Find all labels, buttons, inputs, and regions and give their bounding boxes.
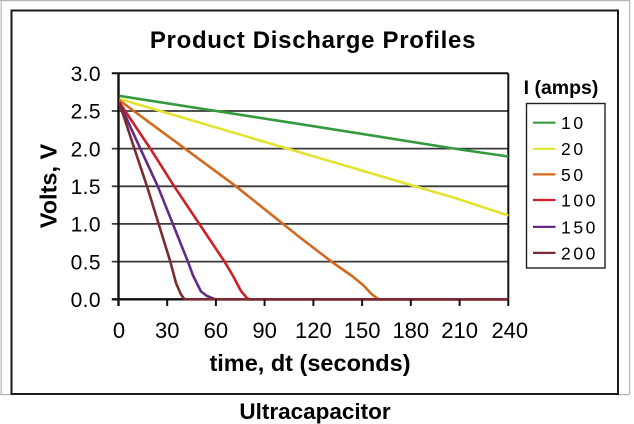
svg-text:150: 150 xyxy=(344,318,381,343)
svg-text:100: 100 xyxy=(561,190,598,210)
svg-text:1.0: 1.0 xyxy=(71,214,101,237)
svg-text:1.5: 1.5 xyxy=(71,176,101,199)
svg-text:3.0: 3.0 xyxy=(71,63,101,86)
svg-text:0.5: 0.5 xyxy=(71,251,101,274)
svg-text:150: 150 xyxy=(561,217,598,237)
svg-text:10: 10 xyxy=(561,113,586,133)
svg-text:2.0: 2.0 xyxy=(71,138,101,161)
svg-text:Volts, V: Volts, V xyxy=(36,143,62,228)
svg-text:time, dt (seconds): time, dt (seconds) xyxy=(209,350,410,376)
svg-text:20: 20 xyxy=(561,139,586,159)
svg-text:90: 90 xyxy=(252,318,276,343)
svg-text:240: 240 xyxy=(491,318,528,343)
svg-text:60: 60 xyxy=(204,318,228,343)
svg-text:0: 0 xyxy=(113,318,125,343)
svg-text:I (amps): I (amps) xyxy=(524,77,599,99)
svg-text:Ultracapacitor: Ultracapacitor xyxy=(239,399,391,424)
svg-text:120: 120 xyxy=(295,318,332,343)
svg-text:180: 180 xyxy=(392,318,429,343)
svg-text:2.5: 2.5 xyxy=(71,101,101,124)
svg-text:30: 30 xyxy=(155,318,179,343)
svg-text:Product Discharge Profiles: Product Discharge Profiles xyxy=(150,27,476,54)
svg-text:50: 50 xyxy=(561,165,586,185)
svg-text:0.0: 0.0 xyxy=(71,289,101,312)
svg-text:210: 210 xyxy=(441,318,478,343)
svg-text:200: 200 xyxy=(561,243,598,263)
